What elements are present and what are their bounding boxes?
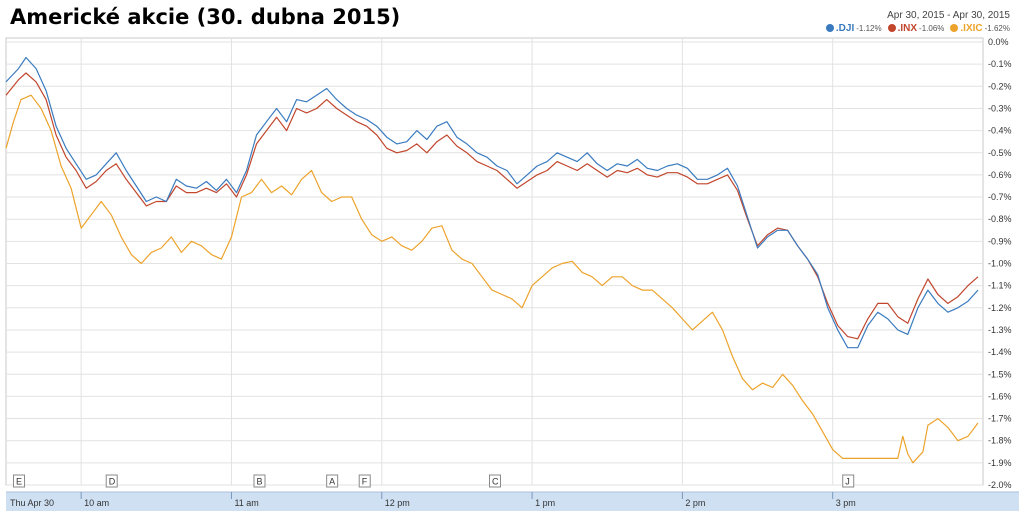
flag-label: A — [329, 477, 335, 487]
y-tick-label: -1.4% — [988, 347, 1012, 357]
legend-series-name: .DJI — [835, 23, 855, 34]
y-tick-label: -1.3% — [988, 325, 1012, 335]
legend-series-change: -1.06% — [919, 24, 945, 33]
flag-b[interactable]: B — [253, 474, 266, 488]
flag-label: C — [492, 477, 499, 487]
flag-box — [488, 474, 501, 488]
y-tick-label: -0.1% — [988, 59, 1012, 69]
y-tick-label: -0.9% — [988, 236, 1012, 246]
legend-item-inx[interactable]: .INX -1.06% — [887, 23, 945, 34]
y-tick-label: -0.2% — [988, 81, 1012, 91]
x-tick-label: 12 pm — [385, 498, 410, 508]
series-lines — [5, 56, 979, 464]
flag-a[interactable]: A — [326, 474, 339, 488]
y-tick-label: -1.0% — [988, 259, 1012, 269]
flag-box — [358, 474, 371, 488]
flag-c[interactable]: C — [488, 474, 501, 488]
flag-j[interactable]: J — [842, 474, 855, 488]
y-tick-label: -1.5% — [988, 369, 1012, 379]
x-tick-label: 2 pm — [685, 498, 705, 508]
date-range[interactable]: Apr 30, 2015 - Apr 30, 2015 — [887, 10, 1010, 21]
x-tick-label: 11 am — [234, 498, 258, 508]
y-tick-label: -0.3% — [988, 103, 1012, 113]
flag-label: B — [257, 477, 263, 487]
flag-label: E — [16, 477, 22, 487]
legend-series-change: -1.12% — [856, 24, 882, 33]
plot-frame — [5, 37, 984, 486]
flag-box — [253, 474, 266, 488]
x-tick-label: Thu Apr 30 — [10, 498, 54, 508]
x-tick-label: 10 am — [84, 498, 109, 508]
y-tick-label: 0.0% — [988, 37, 1009, 47]
flag-label: J — [845, 477, 850, 487]
flag-d[interactable]: D — [105, 474, 118, 488]
y-tick-label: -1.2% — [988, 303, 1012, 313]
flag-box — [842, 474, 855, 488]
y-tick-label: -1.7% — [988, 414, 1012, 424]
y-tick-label: -1.6% — [988, 391, 1012, 401]
flag-box — [105, 474, 118, 488]
y-tick-label: -0.5% — [988, 148, 1012, 158]
flag-label: F — [362, 477, 368, 487]
x-axis-bar — [6, 492, 1019, 511]
y-axis: 0.0% -0.1% -0.2% -0.3% -0.4% -0.5% -0.6% -0.7% -… — [988, 37, 1012, 490]
legend-dot-icon — [887, 24, 896, 32]
grid — [5, 37, 984, 486]
flag-f[interactable]: F — [358, 474, 371, 488]
y-tick-label: -0.8% — [988, 214, 1012, 224]
legend: .DJI -1.12% .INX -1.06% .IXIC -1.62% — [820, 23, 1010, 34]
flag-box — [326, 474, 339, 488]
flag-box — [13, 474, 26, 488]
legend-item-ixic[interactable]: .IXIC -1.62% — [950, 23, 1010, 34]
x-axis: Thu Apr 30 10 am 11 am 12 pm 1 pm 2 pm 3 pm — [6, 491, 1019, 511]
x-tick-label: 3 pm — [836, 498, 856, 508]
legend-series-name: .IXIC — [960, 23, 983, 34]
chart-title: Americké akcie (30. dubna 2015) — [10, 5, 401, 29]
flag-label: D — [109, 477, 116, 487]
y-tick-label: -0.6% — [988, 170, 1012, 180]
y-tick-label: -0.7% — [988, 192, 1012, 202]
y-tick-label: -1.8% — [988, 436, 1012, 446]
flag-e[interactable]: E — [13, 474, 26, 488]
legend-series-change: -1.62% — [984, 24, 1010, 33]
legend-dot-icon — [950, 24, 959, 32]
y-tick-label: -1.9% — [988, 458, 1012, 468]
legend-series-name: .INX — [897, 23, 918, 34]
series-line-dji — [5, 56, 979, 349]
series-line-ixic — [5, 94, 979, 464]
legend-dot-icon — [825, 24, 834, 32]
legend-item-dji[interactable]: .DJI -1.12% — [825, 23, 882, 34]
y-tick-label: -0.4% — [988, 126, 1012, 136]
y-tick-label: -2.0% — [988, 480, 1012, 490]
y-tick-label: -1.1% — [988, 281, 1012, 291]
x-tick-label: 1 pm — [535, 498, 555, 508]
